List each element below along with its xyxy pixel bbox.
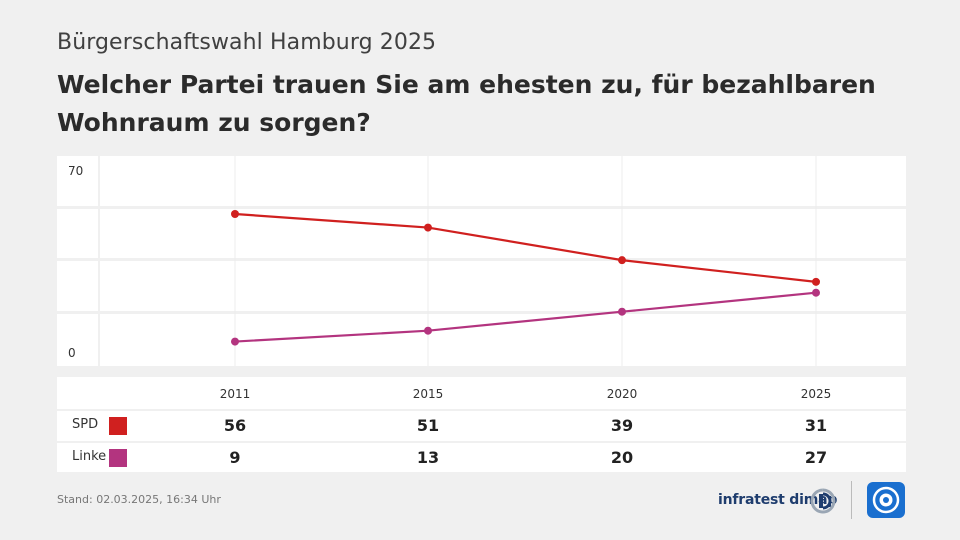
data-point-linke-2020[interactable] <box>618 307 626 316</box>
x-tick-label: 2025 <box>800 387 832 401</box>
y-axis-band <box>57 156 98 206</box>
ard-logo-icon <box>867 482 905 518</box>
plot-band <box>100 209 906 258</box>
line-chart <box>100 156 906 366</box>
y-axis-band <box>57 209 98 258</box>
data-point-linke-2011[interactable] <box>231 337 239 346</box>
legend-swatch-spd <box>109 417 127 435</box>
table-header-row: 2011 2015 2020 2025 <box>57 377 906 409</box>
data-label-spd-2025: 31 <box>804 416 828 435</box>
table-row-spd: SPD 56 51 39 31 <box>57 411 906 441</box>
data-point-spd-2011[interactable] <box>231 210 239 218</box>
series-label: Linke <box>72 449 107 464</box>
chart-subtitle: Bürgerschaftswahl Hamburg 2025 <box>57 30 437 55</box>
plot-band <box>100 314 906 366</box>
brand-name: infratest dimap <box>718 492 838 508</box>
data-point-spd-2025[interactable] <box>812 277 820 286</box>
legend-swatch-linke <box>109 449 127 467</box>
footer-divider <box>851 481 852 519</box>
y-tick-label-max: 70 <box>68 164 84 178</box>
infratest-dimap-logo-icon <box>810 488 836 514</box>
data-label-spd-2015: 51 <box>416 416 440 435</box>
x-tick-label: 2020 <box>606 387 638 401</box>
y-axis-band <box>57 261 98 311</box>
data-label-spd-2020: 39 <box>610 416 634 435</box>
data-label-linke-2011: 9 <box>229 448 241 467</box>
y-axis-band <box>57 314 98 366</box>
data-label-spd-2011: 56 <box>223 416 247 435</box>
plot-band <box>100 261 906 311</box>
table-row-linke: Linke 9 13 20 27 <box>57 443 906 472</box>
x-tick-label: 2015 <box>412 387 444 401</box>
series-line-linke <box>234 291 817 343</box>
data-point-linke-2015[interactable] <box>424 326 432 335</box>
plot-area: 70 0 <box>57 156 906 366</box>
timestamp: Stand: 02.03.2025, 16:34 Uhr <box>57 493 221 506</box>
y-axis-panel: 70 0 <box>57 156 98 366</box>
chart-title: Welcher Partei trauen Sie am ehesten zu,… <box>57 70 876 137</box>
x-tick-label: 2011 <box>219 387 251 401</box>
data-point-linke-2025[interactable] <box>812 288 820 297</box>
data-point-spd-2020[interactable] <box>618 256 626 265</box>
data-label-linke-2015: 13 <box>416 448 440 467</box>
data-point-spd-2015[interactable] <box>424 223 432 232</box>
data-label-linke-2025: 27 <box>804 448 828 467</box>
series-label: SPD <box>72 417 99 432</box>
y-tick-label-min: 0 <box>68 346 76 360</box>
plot-band <box>100 156 906 206</box>
data-label-linke-2020: 20 <box>610 448 634 467</box>
series-line-spd <box>234 212 817 283</box>
